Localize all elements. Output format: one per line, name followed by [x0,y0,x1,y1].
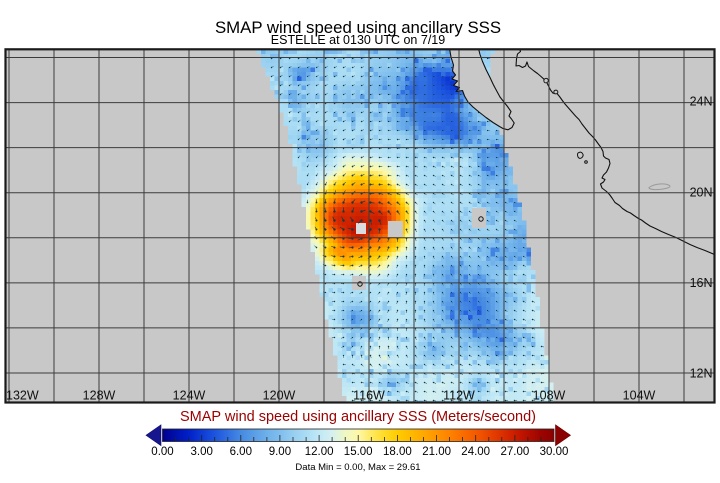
svg-text:124W: 124W [173,389,206,403]
svg-text:SMAP wind speed using ancillar: SMAP wind speed using ancillary SSS [215,18,501,37]
svg-text:9.00: 9.00 [269,446,291,458]
svg-text:Data Min = 0.00, Max = 29.61: Data Min = 0.00, Max = 29.61 [295,462,420,473]
svg-text:12.00: 12.00 [305,446,334,458]
svg-text:120W: 120W [263,389,296,403]
svg-text:112W: 112W [443,389,475,403]
svg-text:30.00: 30.00 [540,446,569,458]
svg-text:12N: 12N [690,367,713,381]
svg-text:18.00: 18.00 [383,446,412,458]
svg-text:24N: 24N [690,95,713,109]
svg-text:15.00: 15.00 [344,446,373,458]
svg-text:ESTELLE at 0130 UTC on 7/19: ESTELLE at 0130 UTC on 7/19 [271,33,445,47]
svg-text:20N: 20N [690,186,713,200]
svg-text:6.00: 6.00 [230,446,252,458]
svg-text:132W: 132W [6,389,39,403]
svg-text:21.00: 21.00 [422,446,451,458]
svg-text:108W: 108W [533,389,566,403]
svg-text:27.00: 27.00 [501,446,530,458]
svg-text:116W: 116W [353,389,385,403]
svg-text:16N: 16N [690,276,713,290]
svg-text:104W: 104W [623,389,656,403]
svg-text:SMAP wind speed using ancillar: SMAP wind speed using ancillary SSS (Met… [180,409,536,425]
svg-text:24.00: 24.00 [461,446,490,458]
svg-text:0.00: 0.00 [151,446,173,458]
svg-text:128W: 128W [83,389,116,403]
svg-text:3.00: 3.00 [191,446,213,458]
